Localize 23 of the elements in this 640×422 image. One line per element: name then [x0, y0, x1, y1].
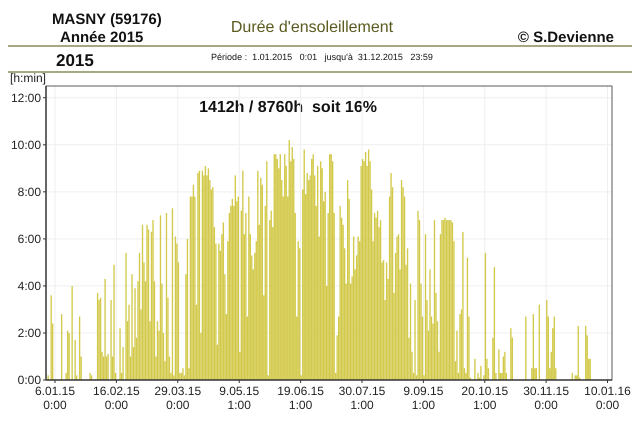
y-tick-label: 12:00 — [10, 90, 42, 105]
x-tick-label: 9.05.15 1:00 — [219, 384, 260, 412]
x-tick-label: 30.11.15 0:00 — [523, 384, 570, 412]
x-tick-label: 20.10.15 1:00 — [461, 384, 508, 412]
x-tick-label: 30.07.15 1:00 — [338, 384, 386, 412]
y-tick-label: 8:00 — [18, 185, 42, 200]
y-axis-title: [h:min] — [10, 71, 46, 85]
text: Année 2015 — [60, 29, 144, 46]
chart-title: Durée d'ensoleillement — [230, 19, 394, 36]
y-tick-label: 10:00 — [10, 138, 42, 152]
text: © S.Devienne — [518, 29, 614, 46]
x-tick-label: 16.02.15 0:00 — [93, 384, 140, 412]
text: 2015 — [56, 51, 94, 70]
x-tick-label: 9.09.15 1:00 — [403, 384, 444, 412]
y-tick-label: 4:00 — [18, 279, 42, 294]
x-tick-label: 19.06.15 1:00 — [277, 384, 324, 412]
x-tick-label: 29.03.15 0:00 — [154, 384, 202, 412]
text: Période : 1.01.2015 0:01 jusqu'à 31.12.2015 23:59 — [211, 52, 433, 62]
text: MASNY (59176) — [52, 11, 162, 28]
y-tick-label: 2:00 — [18, 326, 42, 340]
x-tick-label: 10.01.16 0:00 — [584, 384, 632, 412]
y-tick-label: 6:00 — [18, 232, 42, 246]
annotation: 1412h / 8760h soit 16% — [199, 99, 377, 116]
